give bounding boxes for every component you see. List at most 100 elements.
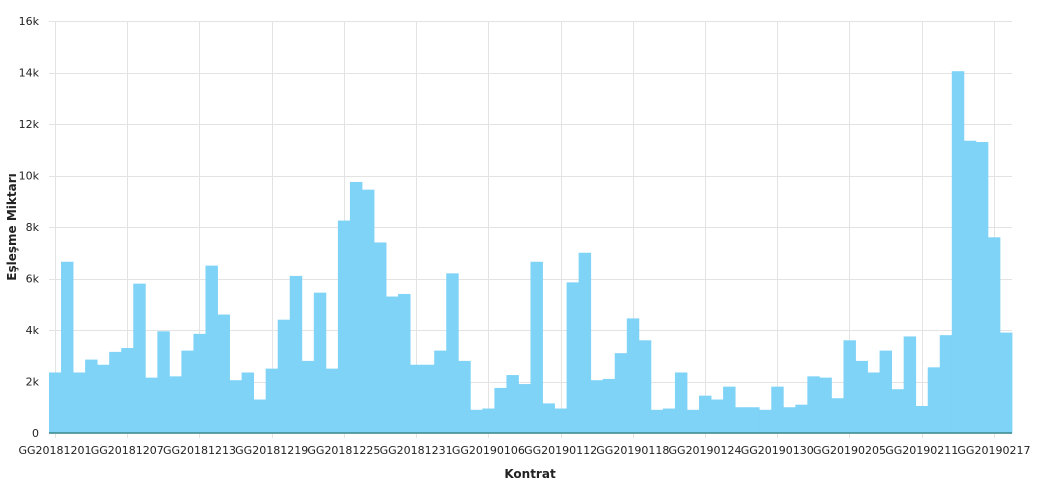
bar [963,140,977,434]
x-tick-label: GG20190211 [885,444,958,457]
x-axis-title: Kontrat [504,467,556,481]
bar [939,335,953,433]
x-tick-label: GG20181225 [307,444,380,457]
y-axis-ticks: 0 2k 4k 6k 8k 10k 12k 14k 16k [19,15,40,440]
x-axis-ticks: GG20181201 GG20181207 GG20181213 GG20181219… [18,444,1030,457]
bar [999,332,1013,433]
bar [686,409,700,433]
bar [638,340,652,433]
bar [554,408,568,433]
bars [49,71,1013,434]
bar [85,359,98,433]
y-tick-label: 0 [32,427,39,440]
bar [434,350,447,433]
bar [735,407,748,433]
bar [446,273,459,433]
x-tick-label: GG20190124 [669,444,742,457]
bar [819,377,832,433]
x-tick-label: GG20181201 [18,444,91,457]
bar [542,403,555,433]
bar [386,296,399,433]
y-tick-label: 16k [19,15,40,28]
bar [181,350,194,433]
bar [771,386,784,433]
bar [927,367,941,433]
x-tick-label: GG20181219 [235,444,308,457]
bar [157,331,170,433]
bar [277,319,291,433]
x-tick-label: GG20181213 [163,444,236,457]
bar [410,364,423,433]
bar [602,378,616,433]
bar [626,318,640,433]
y-axis-title: Eşleşme Miktarı [5,173,19,280]
x-tick-label: GG20190118 [596,444,669,457]
y-tick-label: 2k [26,376,40,389]
bar [590,380,604,433]
x-tick-label: GG20190205 [813,444,886,457]
bar [903,336,917,433]
bar [855,360,868,433]
bar [301,360,315,433]
bar [109,351,122,433]
bar [325,368,339,433]
bar [578,252,592,433]
bar [650,409,664,433]
bar [145,377,158,433]
bar [662,408,676,433]
bar [458,360,471,433]
bar [121,348,134,433]
x-tick-label: GG20190112 [524,444,597,457]
bar [169,376,182,433]
bar [915,405,929,433]
bar [241,372,255,433]
bar [337,220,351,433]
bar [975,142,989,433]
bar [205,265,218,433]
bar [470,409,483,433]
bar [711,399,724,433]
y-tick-label: 12k [19,118,40,131]
bar [133,283,146,433]
bar [566,282,580,433]
bar [265,368,279,433]
y-tick-label: 10k [19,170,40,183]
bar [831,398,844,433]
bar [807,376,820,433]
y-tick-label: 4k [26,324,40,337]
bar [49,372,62,433]
x-tick-label: GG20190106 [452,444,525,457]
bar [723,386,736,433]
bar [398,293,411,433]
bar [61,261,74,433]
bar [422,364,435,433]
bar [783,407,796,433]
x-tick-label: GG20190217 [957,444,1030,457]
bar [795,404,808,433]
bar [699,395,712,433]
bar [759,409,772,433]
bar [879,350,893,433]
bar [747,407,760,433]
bar [97,364,110,433]
bar [674,372,688,433]
bar [506,375,519,433]
bar [217,314,230,433]
x-tick-label: GG20181207 [91,444,164,457]
bar [987,237,1001,433]
bar [193,333,206,433]
bar [73,372,86,433]
bar [482,408,495,433]
bar [891,389,905,433]
bar [361,189,375,433]
bar [867,372,880,433]
y-tick-label: 8k [26,221,40,234]
bar [253,399,267,433]
bar [614,353,628,433]
y-tick-label: 14k [19,67,40,80]
bar [313,292,327,433]
bar [951,71,965,434]
bar [530,261,543,433]
bar [518,384,531,433]
